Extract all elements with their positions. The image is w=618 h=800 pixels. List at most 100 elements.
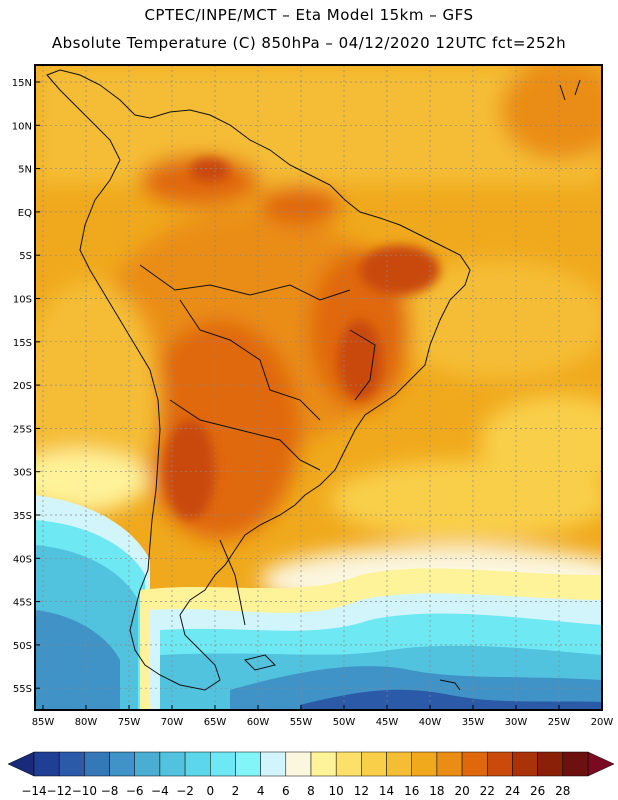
lat-label: 30S (13, 468, 32, 479)
colorbar-swatch (562, 751, 589, 777)
colorbar-swatch (210, 751, 236, 777)
colorbar-swatch (461, 751, 488, 777)
falklands (244, 654, 276, 671)
colorbar-swatch (159, 751, 186, 777)
lon-label: 80W (75, 717, 98, 728)
latitude-labels: 15N 10N 5N EQ 5S 10S 15S 20S 25S 30S 35S 40S 45S 50S 5… (12, 78, 40, 695)
longitude-labels: 85W 80W 75W 70W 65W 60W 55W 50W 45W 40W 35W 30W 25W 2… (32, 705, 614, 728)
south-america-coast (46, 69, 471, 691)
colorbar-label: −6 (126, 784, 144, 798)
colorbar-swatch (537, 751, 564, 777)
colorbar-label: −2 (176, 784, 194, 798)
colorbar-label: 0 (206, 784, 214, 798)
lon-label: 20W (591, 717, 614, 728)
field-warm-ne (500, 65, 602, 160)
colorbar-over-arrow (587, 751, 615, 777)
field-pacific-cool (35, 450, 150, 510)
temperature-field (35, 65, 602, 710)
border-brazil-states (349, 329, 376, 401)
title-line-2: Absolute Temperature (C) 850hPa – 04/12/… (51, 34, 567, 52)
colorbar-label: 28 (555, 784, 570, 798)
colorbar-swatch (109, 751, 135, 777)
lat-label: 25S (13, 424, 32, 435)
field-chaco-hot (140, 320, 300, 540)
lon-label: 60W (247, 717, 270, 728)
lat-label: 10S (13, 295, 32, 306)
lat-label: EQ (18, 208, 32, 219)
border-argentina (169, 399, 321, 471)
colorbar-label: −10 (72, 784, 97, 798)
lon-label: 85W (32, 717, 55, 728)
border-chile-argentina (219, 539, 246, 626)
lat-label: 55S (13, 684, 32, 695)
lat-label: 50S (13, 641, 32, 652)
colorbar-label: −14 (21, 784, 46, 798)
colorbar-swatch (436, 751, 463, 777)
colorbar-label: −4 (151, 784, 169, 798)
colorbar-label: 20 (454, 784, 469, 798)
colorbar-swatch (335, 751, 362, 777)
lat-label: 35S (13, 511, 32, 522)
field-brazil-hotspot (338, 320, 382, 400)
plot-frame (34, 64, 603, 711)
colorbar-swatch (260, 751, 287, 777)
lat-label: 10N (12, 121, 32, 132)
colorbar-label: 18 (429, 784, 444, 798)
lat-label: 20S (13, 381, 32, 392)
lon-label: 65W (204, 717, 227, 728)
colorbar-swatch (285, 751, 312, 777)
colorbar-swatch (84, 751, 110, 777)
lon-label: 40W (419, 717, 442, 728)
lon-label: 50W (333, 717, 356, 728)
colorbar-label: 22 (480, 784, 495, 798)
border-north (139, 264, 351, 301)
colorbar-swatch (33, 751, 60, 777)
colorbar-swatch (310, 751, 337, 777)
colorbar-swatch (411, 751, 438, 777)
lon-label: 75W (118, 717, 141, 728)
caribbean-islands (559, 79, 581, 101)
colorbar-swatch (386, 751, 412, 777)
colorbar-label: 14 (379, 784, 394, 798)
lat-label: 15N (12, 78, 32, 89)
colorbar-label: 4 (257, 784, 265, 798)
field-venezuela-hotspot (190, 158, 230, 182)
field-guyana-hot (260, 185, 340, 225)
south-georgia (439, 679, 461, 691)
colorbar-label: 8 (307, 784, 315, 798)
field-south-pacific-deep (35, 610, 120, 710)
colorbar-swatch (184, 751, 211, 777)
field-argentina-hotspot (165, 420, 215, 520)
title-line-1: CPTEC/INPE/MCT – Eta Model 15km – GFS (144, 6, 474, 24)
colorbar-label: 2 (232, 784, 240, 798)
colorbar-label: 24 (505, 784, 520, 798)
colorbar-label: 26 (530, 784, 545, 798)
lon-label: 55W (290, 717, 313, 728)
lat-label: 45S (13, 598, 32, 609)
lon-label: 35W (462, 717, 485, 728)
colorbar-label: −12 (47, 784, 72, 798)
lat-label: 40S (13, 554, 32, 565)
field-ne-brazil-hotspot (360, 245, 440, 295)
lat-label: 5N (18, 165, 32, 176)
field-south-darkest-band (300, 689, 602, 710)
coastlines (46, 69, 581, 691)
colorbar-label: 10 (329, 784, 344, 798)
colorbar-swatch (512, 751, 538, 777)
lon-label: 45W (376, 717, 399, 728)
lon-label: 70W (161, 717, 184, 728)
colorbar-swatch (134, 751, 161, 777)
colorbar-label: 12 (354, 784, 369, 798)
lat-label: 15S (13, 338, 32, 349)
border-bolivia (179, 299, 321, 421)
colorbar: −14 −12 −10 −8 −6 −4 −2 0 2 4 6 8 10 12 14 16 18 20 22 24 26… (7, 751, 615, 798)
field-atlantic-warm (390, 260, 602, 380)
colorbar-label: 16 (404, 784, 419, 798)
colorbar-swatch (361, 751, 387, 777)
colorbar-under-arrow (7, 751, 35, 777)
field-atlantic-cooler (330, 460, 602, 540)
colorbar-swatch (58, 751, 85, 777)
lat-label: 5S (19, 251, 32, 262)
colorbar-swatch (487, 751, 513, 777)
